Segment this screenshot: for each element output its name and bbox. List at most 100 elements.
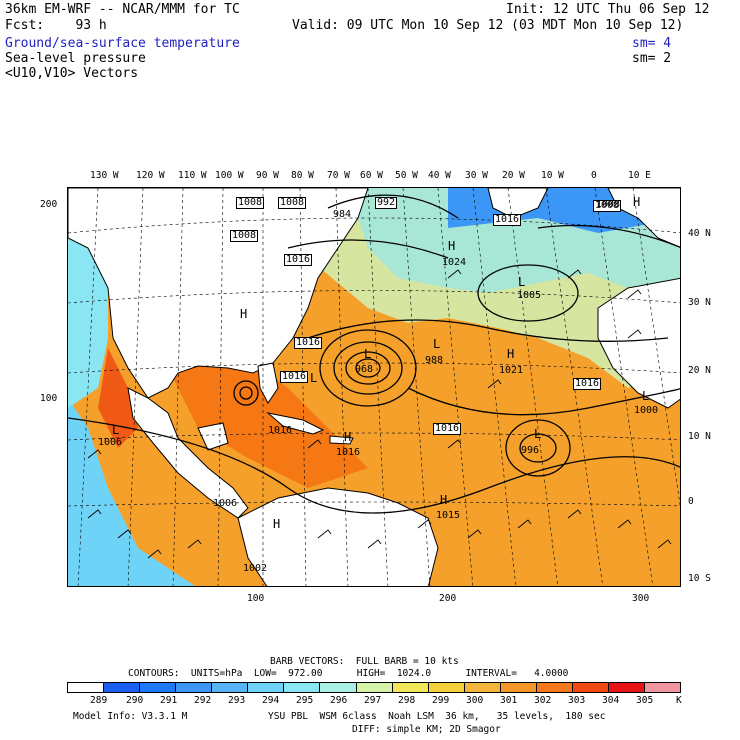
lon-label: 100 W <box>215 170 244 181</box>
high-center-marker: H <box>240 307 248 321</box>
low-center-marker: L <box>112 423 120 437</box>
colorbar-tick: 296 <box>330 695 348 706</box>
high-center-marker: H <box>440 493 448 507</box>
low-center-marker: L <box>534 427 542 441</box>
pressure-label: 1016 <box>573 378 602 390</box>
pressure-label: 1008 <box>236 197 265 209</box>
lon-label: 10 E <box>628 170 651 181</box>
colorbar-swatch <box>427 683 464 692</box>
model-info: Model Info: V3.3.1 M <box>73 711 188 722</box>
colorbar-tick: 305 <box>636 695 654 706</box>
lat-lon-grid <box>68 188 680 586</box>
colorbar-swatch <box>139 683 176 692</box>
low-center-marker: L <box>433 337 441 351</box>
colorbar-tick: 289 <box>90 695 108 706</box>
map-canvas <box>68 188 680 586</box>
pressure-label: 1008 <box>278 197 307 209</box>
lon-label: 40 W <box>428 170 451 181</box>
gulf-warm-water <box>168 358 368 488</box>
pressure-label: 1016 <box>433 423 462 435</box>
diffusion-info: DIFF: simple KM; 2D Smagor <box>352 724 501 735</box>
sst-colorbar <box>67 682 681 693</box>
yucatan-land <box>197 422 229 451</box>
lon-label: 80 W <box>291 170 314 181</box>
colorbar-tick: 292 <box>194 695 212 706</box>
pressure-label: 1008 <box>593 200 622 212</box>
weather-map[interactable]: 1008 1008 1008 992 1016 1016 1024 1005 1… <box>67 187 681 587</box>
pressure-label: 1000 <box>634 405 659 416</box>
pressure-label: 988 <box>425 355 444 366</box>
colorbar-tick: 295 <box>296 695 314 706</box>
colorbar-tick: 301 <box>500 695 518 706</box>
pressure-label: 1015 <box>436 510 461 521</box>
colorbar-swatch <box>247 683 284 692</box>
colorbar-tick: 299 <box>432 695 450 706</box>
colorbar-swatch <box>607 683 644 692</box>
colorbar-swatch <box>644 683 681 692</box>
field-vectors-title: <U10,V10> Vectors <box>5 66 139 81</box>
init-time: Init: 12 UTC Thu 06 Sep 12 <box>506 2 710 17</box>
low-center-marker: L <box>642 389 650 403</box>
field-sst-smoothing: sm= 4 <box>632 36 672 51</box>
pressure-label: 968 <box>355 364 374 375</box>
field-slp-smoothing: sm= 2 <box>632 51 672 66</box>
lon-label: 0 <box>591 170 597 181</box>
colorbar-swatch <box>103 683 140 692</box>
cuba-land <box>266 412 325 435</box>
barb-legend: BARB VECTORS: FULL BARB = 10 kts <box>270 656 459 667</box>
lon-label: 110 W <box>178 170 207 181</box>
colorbar-tick: 300 <box>466 695 484 706</box>
forecast-hour: Fcst: 93 h <box>5 18 107 33</box>
lon-label: 130 W <box>90 170 119 181</box>
colorbar-swatch <box>355 683 392 692</box>
africa-land <box>597 277 680 409</box>
high-center-marker: H <box>448 239 456 253</box>
lon-label: 120 W <box>136 170 165 181</box>
pressure-label: 992 <box>375 197 398 209</box>
valid-time: Valid: 09 UTC Mon 10 Sep 12 (03 MDT Mon … <box>292 18 684 33</box>
colorbar-swatch <box>535 683 572 692</box>
lat-label: 30 N <box>688 297 711 308</box>
pressure-label: 1016 <box>294 337 323 349</box>
greenland-land <box>487 188 549 219</box>
field-slp-title: Sea-level pressure <box>5 51 146 66</box>
colorbar-swatch <box>499 683 536 692</box>
grid-x-label: 100 <box>247 593 265 604</box>
grid-x-label: 200 <box>439 593 457 604</box>
colorbar-unit: K <box>676 695 682 706</box>
colorbar-swatch <box>571 683 608 692</box>
physics-info: YSU PBL WSM 6class Noah LSM 36 km, 35 le… <box>268 711 606 722</box>
colorbar-swatch <box>463 683 500 692</box>
field-sst-title: Ground/sea-surface temperature <box>5 36 240 51</box>
pressure-label: 1016 <box>284 254 313 266</box>
pressure-label: 1016 <box>268 425 293 436</box>
high-center-marker: H <box>273 517 281 531</box>
pressure-label: 1006 <box>213 498 238 509</box>
north-america-land <box>68 188 369 399</box>
colorbar-tick: 304 <box>602 695 620 706</box>
contour-legend: CONTOURS: UNITS=hPa LOW= 972.00 HIGH= 10… <box>128 668 569 679</box>
pressure-label: 1024 <box>442 257 467 268</box>
high-center-marker: H <box>344 430 352 444</box>
colorbar-swatch <box>391 683 428 692</box>
colorbar-tick: 302 <box>534 695 552 706</box>
pressure-label: 1008 <box>230 230 259 242</box>
lat-label: 20 N <box>688 365 711 376</box>
colorbar-tick: 293 <box>228 695 246 706</box>
pressure-label: 1016 <box>493 214 522 226</box>
colorbar-swatch <box>283 683 320 692</box>
colorbar-tick: 294 <box>262 695 280 706</box>
colorbar-tick: 303 <box>568 695 586 706</box>
lat-label: 40 N <box>688 228 711 239</box>
colorbar-swatch <box>175 683 212 692</box>
low-center-marker: L <box>518 275 526 289</box>
lat-label: 0 <box>688 496 694 507</box>
pacific-cool-water <box>68 398 195 586</box>
grid-y-label: 100 <box>40 393 58 404</box>
model-title: 36km EM-WRF -- NCAR/MMM for TC <box>5 2 240 17</box>
pressure-label: 1005 <box>517 290 542 301</box>
colorbar-swatch <box>68 683 104 692</box>
pressure-label: 1016 <box>336 447 361 458</box>
lon-label: 20 W <box>502 170 525 181</box>
low-center-marker: L <box>364 347 372 361</box>
